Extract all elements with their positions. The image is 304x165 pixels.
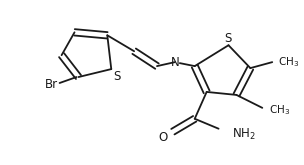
Text: NH$_2$: NH$_2$ [233, 127, 256, 142]
Text: CH$_3$: CH$_3$ [269, 103, 290, 117]
Text: S: S [114, 69, 121, 82]
Text: Br: Br [45, 79, 58, 91]
Text: CH$_3$: CH$_3$ [278, 55, 299, 69]
Text: N: N [171, 56, 179, 69]
Text: S: S [224, 32, 231, 45]
Text: O: O [158, 131, 168, 144]
